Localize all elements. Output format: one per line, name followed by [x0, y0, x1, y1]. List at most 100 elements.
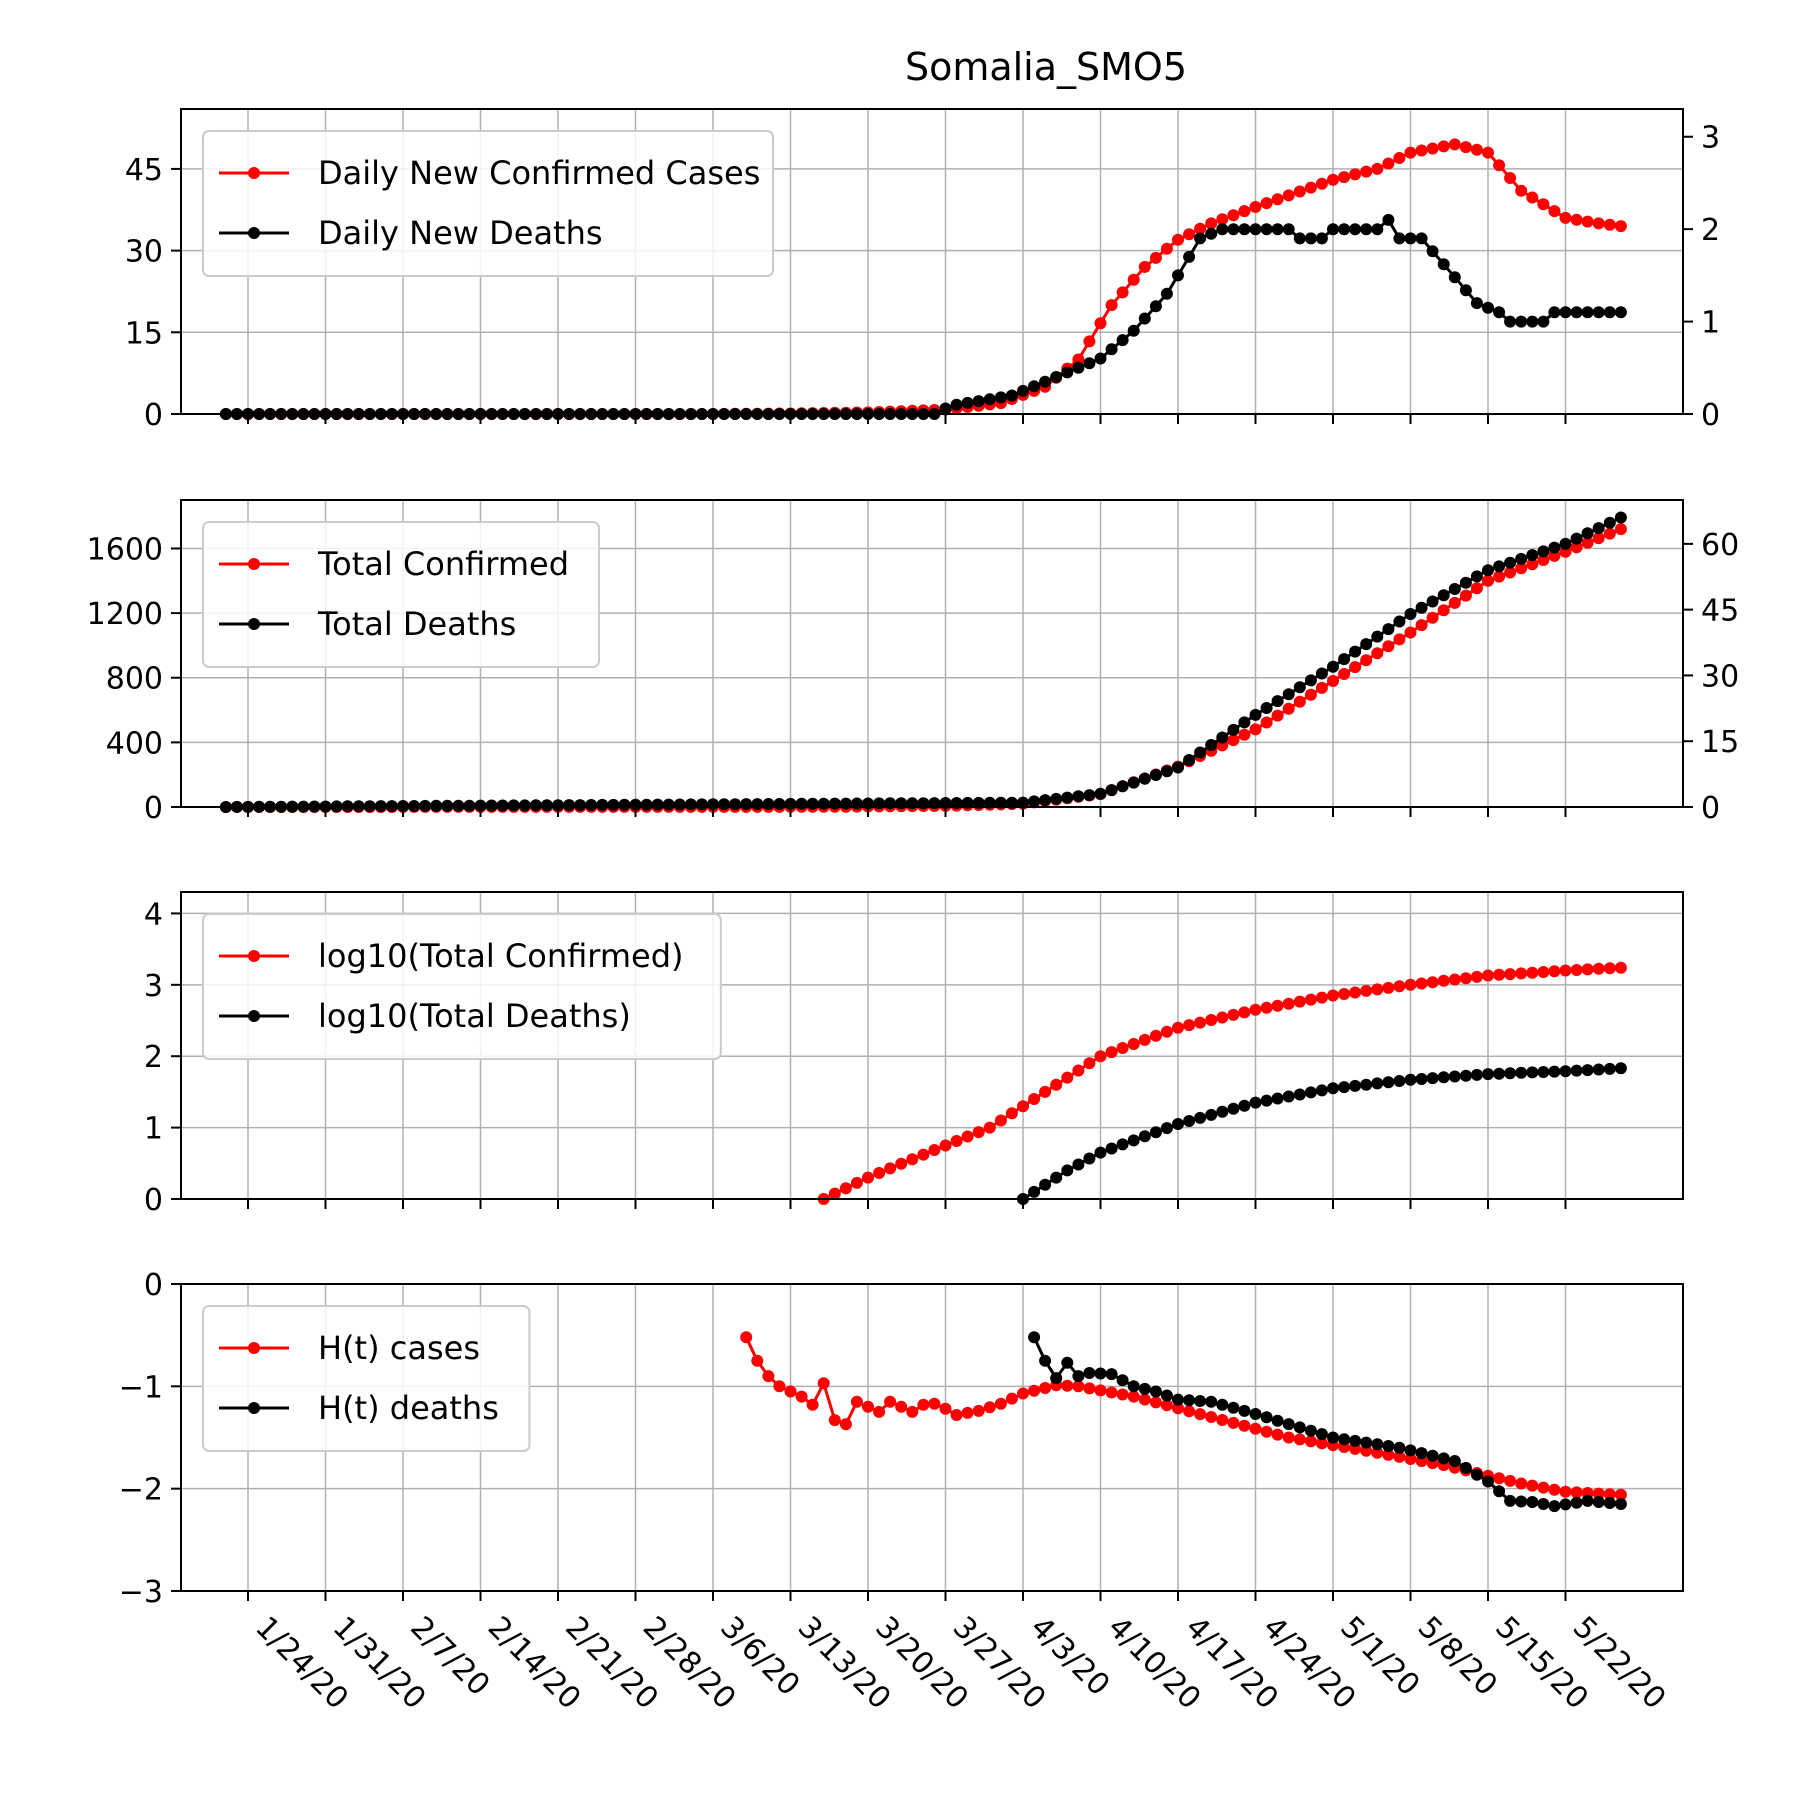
- data-point: [1138, 1382, 1151, 1395]
- data-point: [1393, 232, 1406, 245]
- data-point: [1105, 1368, 1118, 1381]
- y-tick-label: −2: [119, 1473, 163, 1508]
- data-point: [1315, 232, 1328, 245]
- y-tick-label: −3: [119, 1575, 163, 1610]
- data-point: [1172, 233, 1184, 246]
- data-point: [1172, 1118, 1184, 1130]
- data-point: [1072, 361, 1085, 374]
- data-point: [1017, 1387, 1029, 1400]
- data-point: [1581, 536, 1594, 549]
- data-point: [1581, 963, 1594, 976]
- data-point: [1448, 138, 1461, 151]
- data-point: [1327, 675, 1339, 687]
- data-point: [1470, 970, 1483, 983]
- data-point: [1360, 165, 1373, 178]
- data-point: [1570, 213, 1583, 226]
- plot-frame: [180, 1283, 1684, 1592]
- data-point: [563, 799, 576, 812]
- data-point: [1448, 973, 1461, 986]
- data-point: [1017, 384, 1029, 397]
- y-tick-label: −1: [119, 1370, 163, 1405]
- data-point: [1039, 1354, 1052, 1367]
- data-point: [1271, 1092, 1284, 1105]
- y-right-tick-label: 1: [1701, 306, 1720, 341]
- data-point: [1293, 995, 1306, 1008]
- data-point: [1592, 217, 1605, 230]
- data-point: [1172, 1402, 1184, 1415]
- data-point: [817, 1377, 830, 1390]
- legend-label: Total Deaths: [317, 605, 516, 643]
- data-point: [1459, 1461, 1472, 1474]
- data-point: [1005, 1392, 1018, 1405]
- data-point: [1138, 1130, 1151, 1143]
- data-point: [1094, 1367, 1107, 1380]
- data-point: [1172, 1393, 1184, 1406]
- data-point: [1592, 532, 1605, 545]
- data-point: [1570, 541, 1583, 554]
- legend: log10(Total Confirmed) log10(Total Deaths…: [202, 913, 722, 1060]
- data-point: [1282, 223, 1295, 236]
- data-point: [1149, 1029, 1162, 1042]
- data-point: [1559, 211, 1572, 224]
- data-point: [1227, 734, 1240, 747]
- data-point: [1537, 1066, 1550, 1078]
- data-point: [1382, 1448, 1395, 1461]
- data-point: [1404, 146, 1417, 159]
- data-point: [1548, 549, 1561, 562]
- data-point: [1592, 1063, 1605, 1076]
- data-point: [1304, 1435, 1317, 1448]
- data-point: [1227, 223, 1240, 236]
- data-point: [1116, 780, 1129, 793]
- data-point: [1382, 623, 1395, 636]
- y-tick-label: 3: [144, 969, 163, 1004]
- data-point: [740, 798, 753, 811]
- data-point: [1116, 1042, 1129, 1054]
- data-point: [1459, 589, 1472, 602]
- data-point: [1493, 570, 1506, 583]
- legend: Total Confirmed Total Deaths: [202, 521, 600, 668]
- data-point: [1028, 1185, 1041, 1198]
- data-point: [1183, 1115, 1196, 1127]
- data-point: [1371, 1438, 1384, 1451]
- data-point: [828, 1187, 841, 1200]
- data-point: [1415, 977, 1428, 990]
- data-point: [1504, 556, 1517, 569]
- data-point: [1614, 961, 1627, 974]
- data-point: [1194, 222, 1207, 235]
- data-point: [1559, 1065, 1572, 1078]
- data-point: [1338, 653, 1351, 666]
- data-point: [751, 1354, 764, 1367]
- data-point: [1271, 695, 1284, 708]
- data-point: [1482, 1068, 1494, 1081]
- data-point: [1127, 776, 1140, 789]
- data-point: [1149, 1126, 1162, 1139]
- data-point: [939, 402, 952, 415]
- y-right-tick-label: 45: [1701, 594, 1739, 629]
- data-point: [1216, 1414, 1229, 1426]
- data-point: [718, 798, 731, 811]
- y-right-tick-label: 0: [1701, 398, 1720, 433]
- data-point: [1017, 1100, 1029, 1113]
- data-point: [529, 799, 542, 812]
- data-point: [1083, 1152, 1096, 1165]
- data-point: [1116, 334, 1129, 347]
- data-point: [673, 798, 686, 811]
- data-point: [1315, 1084, 1328, 1097]
- data-point: [1526, 315, 1539, 328]
- data-point: [1005, 1107, 1018, 1120]
- data-point: [1072, 790, 1085, 803]
- data-point: [1559, 964, 1572, 977]
- data-point: [1338, 1433, 1351, 1446]
- data-point: [441, 799, 454, 812]
- data-point: [1614, 1062, 1627, 1075]
- data-point: [1205, 227, 1218, 240]
- data-point: [1072, 353, 1085, 366]
- data-point: [1260, 1425, 1273, 1438]
- data-point: [850, 1176, 863, 1189]
- data-point: [1426, 1449, 1439, 1462]
- data-point: [1238, 1419, 1251, 1432]
- data-point: [651, 798, 664, 811]
- data-point: [917, 1148, 930, 1161]
